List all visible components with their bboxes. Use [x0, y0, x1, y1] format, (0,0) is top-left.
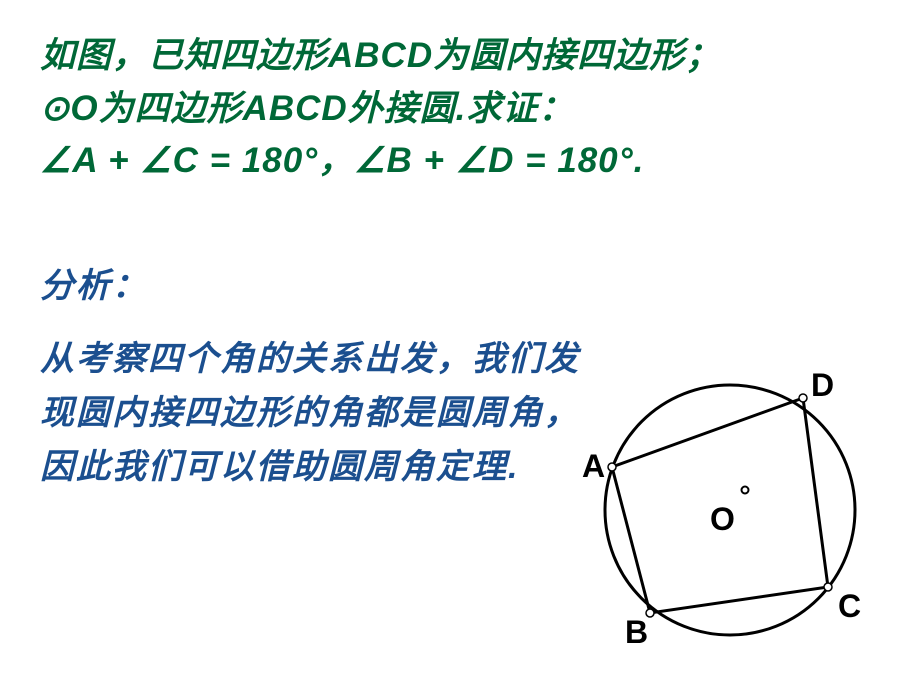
- geometry-diagram: A B C D O: [570, 350, 890, 670]
- analysis-heading: 分析：: [40, 258, 880, 307]
- label-b: B: [625, 614, 648, 650]
- label-o: O: [710, 501, 735, 537]
- analysis-body: 从考察四个角的关系出发，我们发现圆内接四边形的角都是圆周角，因此我们可以借助圆周…: [40, 332, 580, 495]
- vertex-a-marker: [608, 463, 616, 471]
- problem-statement: 如图，已知四边形ABCD为圆内接四边形； ⊙O为四边形ABCD外接圆.求证： ∠…: [40, 30, 880, 188]
- slide-page: 如图，已知四边形ABCD为圆内接四边形； ⊙O为四边形ABCD外接圆.求证： ∠…: [0, 0, 920, 690]
- problem-line-2: ⊙O为四边形ABCD外接圆.求证：: [40, 83, 880, 136]
- problem-line-1: 如图，已知四边形ABCD为圆内接四边形；: [40, 30, 880, 83]
- center-marker: [742, 487, 749, 494]
- problem-line-3: ∠A + ∠C = 180°，∠B + ∠D = 180°.: [40, 135, 880, 188]
- label-c: C: [838, 588, 861, 624]
- label-a: A: [582, 448, 605, 484]
- vertex-c-marker: [824, 583, 832, 591]
- label-d: D: [811, 367, 834, 403]
- diagram-svg: A B C D O: [570, 350, 890, 670]
- vertex-d-marker: [799, 394, 807, 402]
